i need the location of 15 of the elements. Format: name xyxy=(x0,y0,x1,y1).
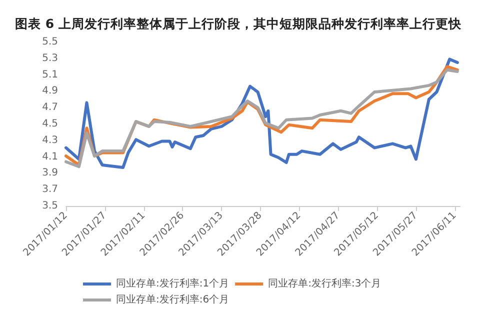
y-tick-label: 3.5 xyxy=(42,200,58,212)
y-tick-label: 4.5 xyxy=(42,118,58,130)
legend-label: 同业存单:发行利率:3个月 xyxy=(268,278,382,290)
y-tick-label: 3.7 xyxy=(42,184,58,196)
y-tick-label: 4.7 xyxy=(42,102,58,114)
chart-title: 图表 6 上周发行利率整体属于上行阶段，其中短期限品种发行利率率上行更快 xyxy=(15,16,462,31)
y-tick-label: 5.3 xyxy=(42,52,58,64)
y-tick-label: 5.1 xyxy=(42,69,58,80)
y-tick-label: 4.9 xyxy=(42,86,58,97)
legend-label: 同业存单:发行利率:1个月 xyxy=(116,278,230,290)
y-tick-label: 4.1 xyxy=(42,151,58,162)
y-tick-label: 3.9 xyxy=(42,168,58,179)
y-tick-label: 5.5 xyxy=(42,36,58,48)
y-tick-label: 4.3 xyxy=(42,134,58,146)
legend-label: 同业存单:发行利率:6个月 xyxy=(116,294,230,306)
